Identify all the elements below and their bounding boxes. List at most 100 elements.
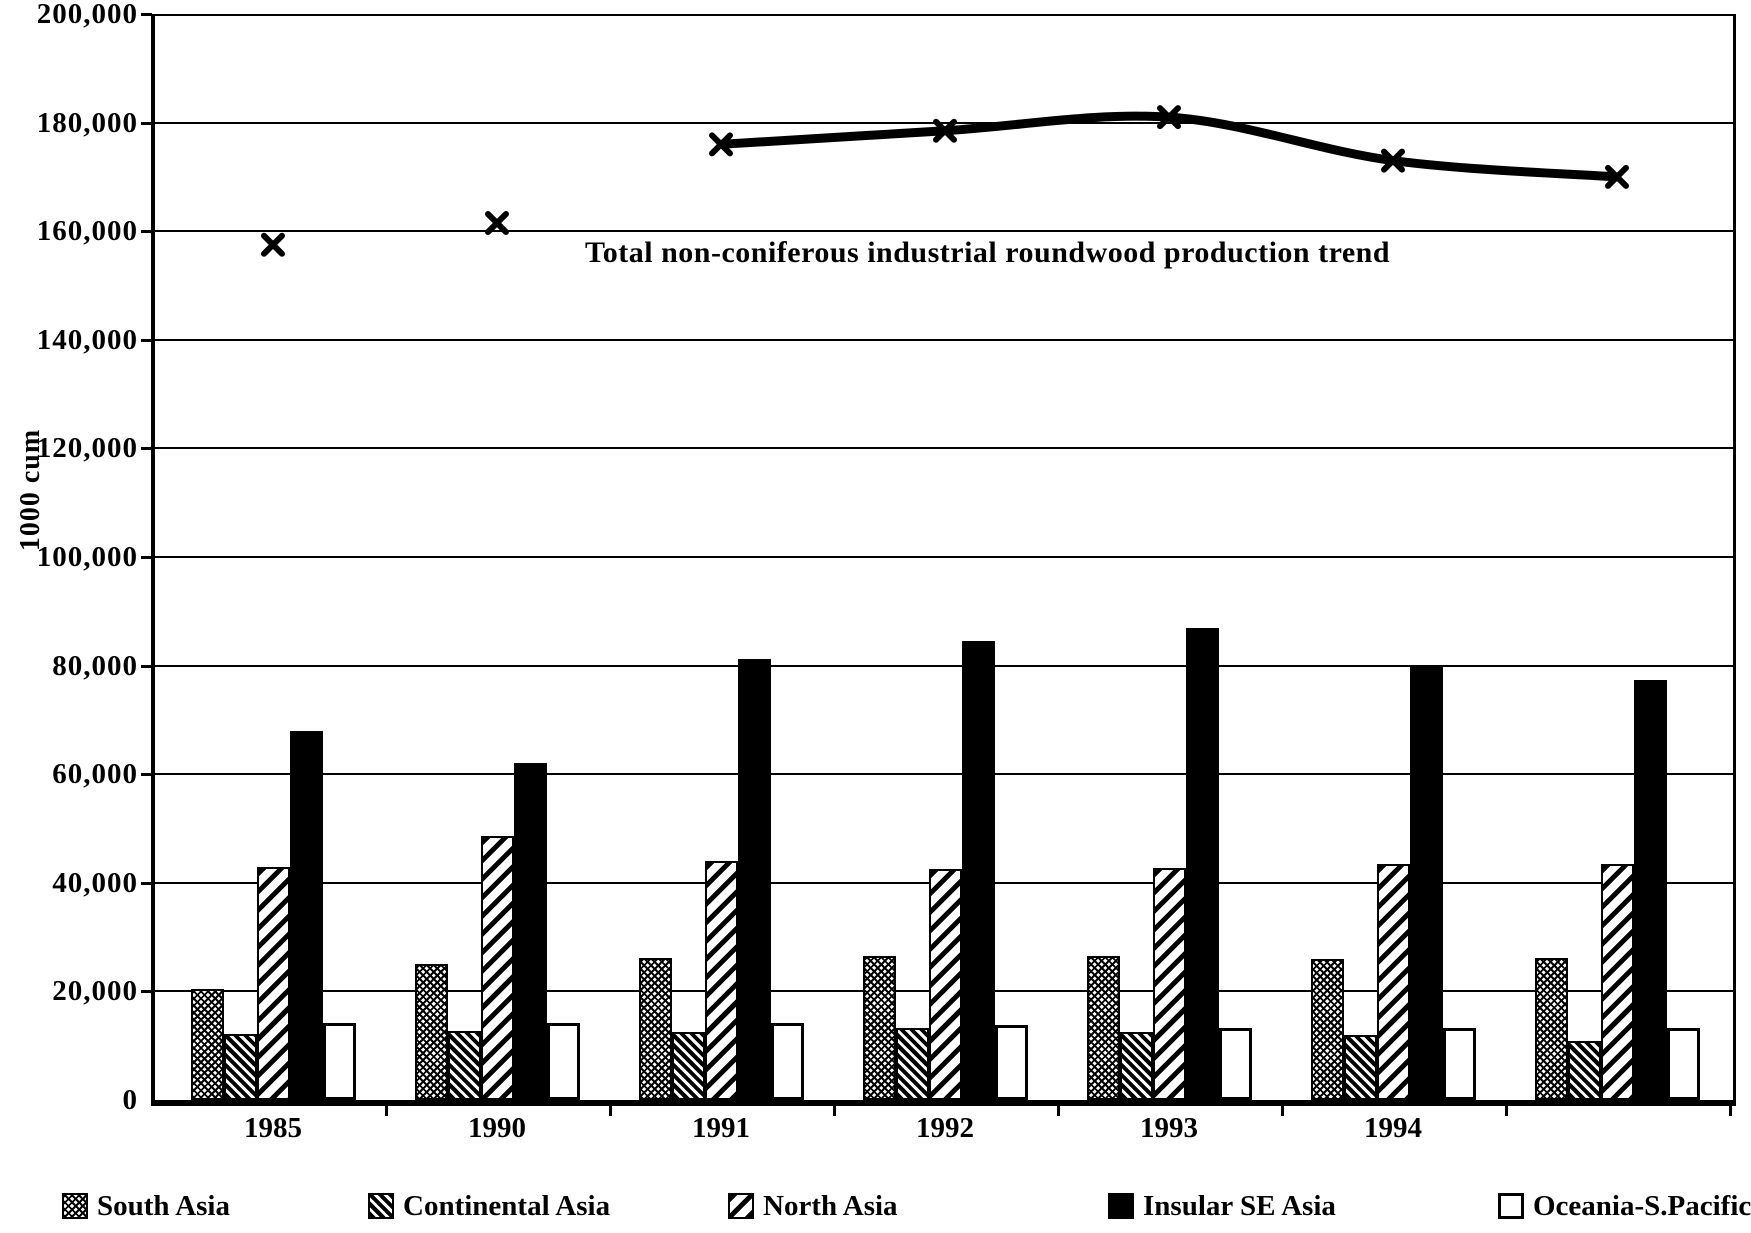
y-axis-tick: [141, 338, 152, 342]
bar-north-asia-1994: [1376, 864, 1410, 1100]
legend-swatch-checker: [62, 1193, 88, 1219]
bar-insular-se-asia-1991: [737, 659, 771, 1100]
legend-item-north-asia: North Asia: [728, 1188, 898, 1224]
legend-swatch-solid: [1108, 1193, 1134, 1219]
y-tick-label: 120,000: [36, 432, 138, 465]
x-axis-tick: [385, 1106, 388, 1116]
x-axis-tick: [833, 1106, 836, 1116]
x-tick-label: 1993: [1140, 1112, 1198, 1144]
y-tick-label: 160,000: [36, 215, 138, 248]
y-axis-tick: [141, 556, 152, 559]
gridline-100000: [155, 556, 1733, 558]
legend-label: Continental Asia: [403, 1189, 611, 1222]
bar-continental-asia-1992: [895, 1028, 929, 1100]
bar-continental-asia-last: [1567, 1041, 1601, 1100]
bar-insular-se-asia-last: [1633, 679, 1667, 1100]
bar-oceania-s-pacific-1991: [770, 1023, 804, 1100]
y-tick-label: 140,000: [36, 323, 138, 356]
y-tick-label: 100,000: [36, 541, 138, 573]
trend-point-marker: [1381, 148, 1405, 173]
legend: South Asia Continental Asia North Asia Insu…: [0, 1188, 1751, 1233]
trend-line-path: [720, 111, 1618, 182]
x-axis-tick: [609, 1106, 612, 1116]
y-tick-label: 40,000: [52, 866, 138, 899]
y-tick-label: 180,000: [36, 106, 138, 139]
x-axis-line: [151, 1100, 1736, 1106]
y-tick-label: 80,000: [52, 649, 138, 682]
bar-north-asia-1992: [928, 869, 962, 1100]
legend-item-continental-asia: Continental Asia: [368, 1188, 610, 1224]
gridline-120000: [155, 447, 1733, 450]
x-tick-label: 1992: [916, 1112, 974, 1144]
bar-insular-se-asia-1985: [289, 730, 323, 1100]
bar-oceania-s-pacific-1993: [1218, 1028, 1252, 1100]
bar-insular-se-asia-1994: [1409, 666, 1443, 1100]
trend-point-marker: [933, 118, 957, 143]
x-axis-tick: [1281, 1106, 1284, 1116]
legend-label: North Asia: [763, 1189, 898, 1222]
bar-continental-asia-1990: [447, 1031, 481, 1100]
legend-label: Oceania-S.Pacific: [1533, 1189, 1751, 1222]
trend-point-marker: [261, 232, 285, 257]
gridline-180000: [155, 121, 1733, 124]
bar-continental-asia-1994: [1343, 1035, 1377, 1100]
y-axis-tick: [141, 121, 152, 125]
bar-south-asia-1994: [1310, 958, 1344, 1100]
bar-insular-se-asia-1993: [1185, 627, 1219, 1100]
y-axis-tick: [141, 13, 152, 16]
y-axis-tick: [141, 990, 152, 994]
x-tick-label: 1994: [1364, 1112, 1422, 1144]
bar-oceania-s-pacific-1992: [994, 1025, 1028, 1100]
bar-north-asia-1990: [480, 835, 514, 1100]
bar-north-asia-1993: [1152, 867, 1186, 1100]
y-axis-line: [151, 14, 155, 1106]
bar-south-asia-1992: [862, 956, 896, 1100]
x-tick-label: 1990: [468, 1112, 526, 1144]
legend-swatch-slash: [728, 1193, 754, 1219]
bar-south-asia-1991: [638, 957, 672, 1100]
bar-north-asia-last: [1600, 863, 1634, 1100]
bar-south-asia-last: [1534, 958, 1568, 1100]
gridline-140000: [155, 338, 1733, 341]
bar-insular-se-asia-1992: [961, 641, 995, 1100]
bar-north-asia-1991: [704, 861, 738, 1100]
y-axis-tick: [141, 664, 152, 668]
bar-continental-asia-1993: [1119, 1031, 1153, 1100]
legend-swatch-white: [1498, 1193, 1524, 1219]
y-tick-label: 0: [122, 1084, 138, 1116]
y-tick-label: 20,000: [52, 975, 138, 1008]
plot-area: Total non-coniferous industrial roundwoo…: [155, 14, 1733, 1100]
y-axis-tick: [141, 881, 152, 885]
bar-oceania-s-pacific-1985: [322, 1022, 356, 1100]
legend-label: Insular SE Asia: [1143, 1189, 1336, 1222]
x-tick-label: 1991: [692, 1112, 750, 1144]
bar-south-asia-1985: [190, 988, 224, 1100]
bar-continental-asia-1985: [223, 1034, 257, 1100]
x-axis-tick: [1505, 1106, 1508, 1116]
gridline-60000: [155, 773, 1733, 776]
bar-south-asia-1990: [414, 964, 448, 1100]
legend-item-south-asia: South Asia: [62, 1188, 230, 1224]
bar-north-asia-1985: [256, 866, 290, 1100]
bar-oceania-s-pacific-last: [1666, 1027, 1700, 1100]
trend-point-marker: [1605, 164, 1629, 189]
bar-oceania-s-pacific-1994: [1442, 1027, 1476, 1100]
bar-insular-se-asia-1990: [513, 763, 547, 1100]
legend-item-oceania-s-pacific: Oceania-S.Pacific: [1498, 1188, 1751, 1224]
y-axis-tick: [141, 773, 152, 777]
x-axis-tick: [1729, 1106, 1732, 1116]
legend-swatch-backslash: [368, 1193, 394, 1219]
trend-line-title: Total non-coniferous industrial roundwoo…: [585, 236, 1391, 269]
gridline-160000: [155, 230, 1733, 233]
y-axis-tick: [141, 447, 152, 451]
y-axis-tick: [141, 230, 152, 234]
bar-continental-asia-1991: [671, 1032, 705, 1100]
trend-point-marker: [709, 132, 733, 157]
bar-oceania-s-pacific-1990: [546, 1022, 580, 1100]
legend-label: South Asia: [97, 1189, 230, 1222]
bar-south-asia-1993: [1086, 956, 1120, 1100]
plot-right-border: [1733, 14, 1736, 1100]
x-tick-label: 1985: [244, 1112, 302, 1144]
y-tick-label: 200,000: [36, 0, 138, 30]
